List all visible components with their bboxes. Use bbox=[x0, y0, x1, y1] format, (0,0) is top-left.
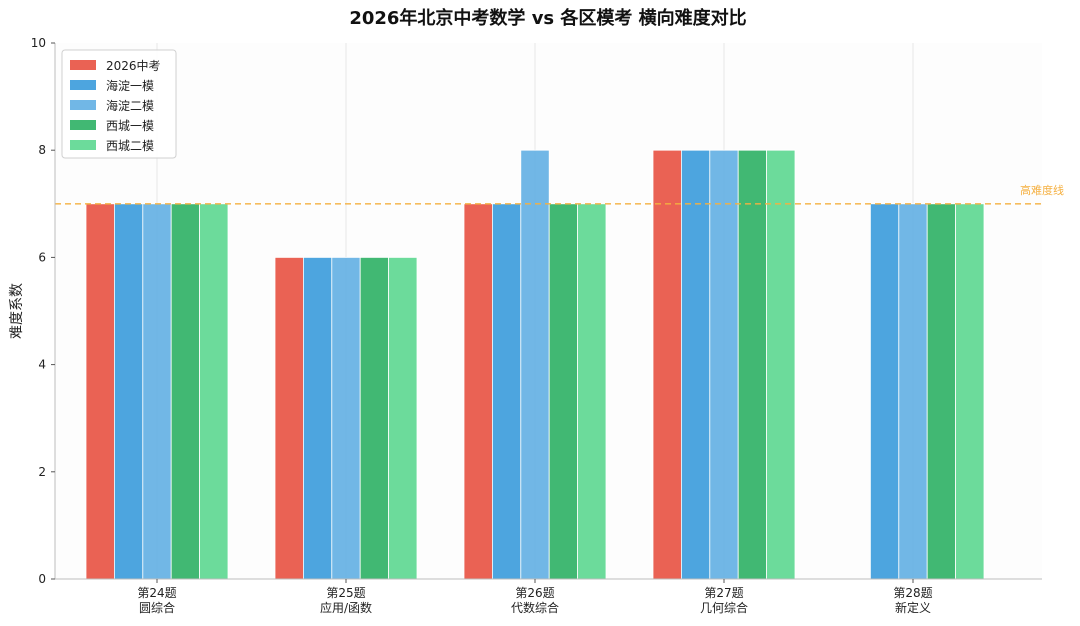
bar bbox=[870, 203, 900, 580]
bar bbox=[114, 203, 144, 580]
legend-box bbox=[61, 49, 177, 159]
bar bbox=[577, 203, 607, 580]
x-tick-label: 第27题几何综合 bbox=[700, 586, 748, 615]
bar bbox=[274, 256, 304, 580]
bars bbox=[85, 149, 985, 580]
bar bbox=[302, 256, 333, 580]
x-tick-label: 第24题圆综合 bbox=[137, 586, 176, 615]
bar bbox=[681, 149, 711, 580]
legend-swatch bbox=[70, 60, 96, 70]
legend-label: 西城一模 bbox=[106, 119, 154, 133]
reference-line-label: 高难度线 bbox=[1020, 183, 1064, 197]
bar bbox=[766, 149, 796, 580]
legend-swatch bbox=[70, 140, 96, 150]
bar bbox=[652, 149, 682, 580]
bar bbox=[359, 256, 390, 580]
bar bbox=[463, 203, 493, 580]
chart-title: 2026年北京中考数学 vs 各区模考 横向难度对比 bbox=[349, 7, 746, 29]
y-tick-label: 4 bbox=[38, 358, 46, 372]
bar bbox=[926, 203, 957, 580]
y-axis-label: 难度系数 bbox=[9, 283, 25, 339]
bar bbox=[548, 203, 579, 580]
y-tick-label: 0 bbox=[38, 572, 46, 586]
legend-swatch bbox=[70, 120, 96, 130]
legend-label: 海淀二模 bbox=[106, 98, 154, 113]
bar bbox=[388, 256, 418, 580]
bar bbox=[170, 203, 200, 580]
bar bbox=[491, 203, 522, 580]
bar bbox=[520, 149, 550, 580]
bar bbox=[142, 203, 172, 580]
bar bbox=[85, 203, 115, 580]
legend-label: 西城二模 bbox=[106, 139, 154, 153]
legend-swatch bbox=[70, 100, 96, 110]
legend-label: 海淀一模 bbox=[106, 78, 154, 93]
y-tick-label: 2 bbox=[38, 465, 46, 479]
legend-label: 2026中考 bbox=[106, 58, 161, 73]
x-tick-label: 第28题新定义 bbox=[893, 586, 932, 615]
axes: 0 2 4 6 8 10 第24题圆综合 第25题应用/函数 第26题代数综合 第27题几何综合 第… bbox=[31, 36, 1042, 615]
x-tick-label: 第26题代数综合 bbox=[511, 586, 559, 615]
bar bbox=[199, 203, 229, 580]
x-tick-label: 第25题应用/函数 bbox=[320, 586, 372, 615]
bar bbox=[955, 203, 985, 580]
y-tick-label: 8 bbox=[38, 143, 46, 157]
bar bbox=[737, 149, 768, 580]
y-tick-label: 10 bbox=[31, 36, 46, 50]
reference-line-group: 高难度线 bbox=[55, 183, 1064, 205]
bar bbox=[331, 256, 361, 580]
bar bbox=[898, 203, 928, 580]
bar bbox=[709, 149, 739, 580]
legend-swatch bbox=[70, 80, 96, 90]
y-tick-label: 6 bbox=[38, 250, 46, 264]
